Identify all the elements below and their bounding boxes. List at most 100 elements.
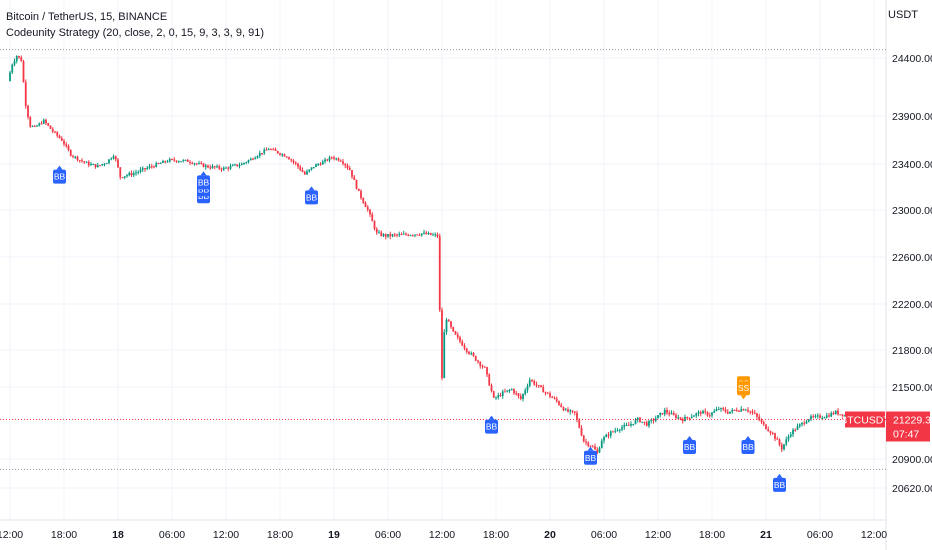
last-price-badge <box>886 411 930 442</box>
candle-body <box>569 410 572 412</box>
candle-body <box>571 410 574 412</box>
candle-body <box>699 411 702 414</box>
candle-body <box>724 409 727 412</box>
candle-body <box>40 123 43 125</box>
candle-body <box>360 191 362 199</box>
candle-body <box>501 391 504 396</box>
candle-body <box>283 154 286 157</box>
x-tick-label: 20 <box>544 529 556 541</box>
candle-body <box>506 390 509 392</box>
candle-body <box>195 163 198 165</box>
candle-body <box>474 355 477 361</box>
candle-body <box>738 410 740 412</box>
candle-body <box>609 431 612 436</box>
candle-body <box>717 409 720 411</box>
candle-body <box>652 419 655 421</box>
signal-label: BB <box>198 177 210 187</box>
signal-marker <box>53 169 66 184</box>
candle-body <box>279 153 281 155</box>
candle-body <box>384 234 387 237</box>
candle-body <box>382 234 385 236</box>
y-tick-label: 20620.00 <box>892 483 932 495</box>
candle-body <box>362 198 365 203</box>
x-tick-label: 12:00 <box>0 529 23 541</box>
candle-body <box>726 411 729 414</box>
candle-body <box>814 415 817 417</box>
y-tick-label: 22200.00 <box>892 299 932 311</box>
candle-body <box>641 421 644 423</box>
y-tick-label: 22600.00 <box>892 252 932 264</box>
candle-body <box>297 163 299 167</box>
candle-body <box>587 442 590 446</box>
candle-body <box>254 157 257 160</box>
candle-body <box>335 158 338 160</box>
y-tick-label: 23900.00 <box>892 111 932 123</box>
candle-body <box>128 172 131 176</box>
candle-body <box>407 234 410 236</box>
candle-body <box>369 209 371 215</box>
candle-body <box>274 149 277 151</box>
candle-body <box>796 426 799 430</box>
candle-body <box>339 160 342 162</box>
candle-body <box>258 152 261 157</box>
candle-body <box>816 415 819 417</box>
x-tick-label: 06:00 <box>159 529 185 541</box>
candle-body <box>713 411 716 413</box>
candle-body <box>618 429 621 431</box>
candle-body <box>238 165 241 167</box>
signal-label: BB <box>306 192 318 202</box>
symbol-badge-label: BTCUSDT <box>840 414 890 426</box>
candle-body <box>438 236 441 311</box>
candle-body <box>346 165 349 169</box>
candle-body <box>765 424 767 430</box>
candle-body <box>823 417 826 419</box>
x-tick-label: 18:00 <box>699 529 725 541</box>
candle-body <box>843 415 846 417</box>
candle-body <box>603 437 605 441</box>
candle-body <box>83 161 86 163</box>
candle-body <box>753 412 756 414</box>
candle-body <box>688 417 691 419</box>
candle-body <box>211 166 214 169</box>
candle-body <box>454 331 457 335</box>
candle-body <box>839 414 842 416</box>
candle-body <box>159 162 162 164</box>
candle-body <box>679 417 682 419</box>
candle-body <box>589 445 592 447</box>
candle-body <box>18 55 20 58</box>
candle-body <box>812 416 815 418</box>
candle-body <box>666 410 668 413</box>
candle-body <box>96 165 99 168</box>
candle-body <box>767 429 770 432</box>
candle-body <box>184 159 187 161</box>
candle-body <box>542 387 545 393</box>
signal-arrow <box>740 395 747 400</box>
candle-body <box>785 439 788 445</box>
candle-body <box>330 157 333 159</box>
candle-body <box>328 157 331 161</box>
candle-body <box>74 156 77 158</box>
candle-body <box>81 160 83 162</box>
candle-body <box>798 424 801 427</box>
candle-body <box>661 413 664 415</box>
candle-body <box>357 188 360 192</box>
candle-body <box>760 420 763 422</box>
candle-body <box>621 427 623 430</box>
candle-body <box>150 166 153 168</box>
candle-body <box>488 374 491 386</box>
candle-body <box>780 444 783 450</box>
candle-body <box>735 410 738 412</box>
signal-label: BB <box>54 172 66 182</box>
candle-body <box>162 160 164 163</box>
candle-body <box>544 392 547 394</box>
candle-body <box>774 433 776 439</box>
candle-body <box>522 393 524 399</box>
candle-body <box>677 417 680 419</box>
candle-body <box>787 436 790 440</box>
candle-body <box>252 158 254 160</box>
candle-body <box>290 159 293 161</box>
candle-body <box>63 140 65 145</box>
candle-body <box>681 418 684 422</box>
candle-body <box>537 385 540 387</box>
